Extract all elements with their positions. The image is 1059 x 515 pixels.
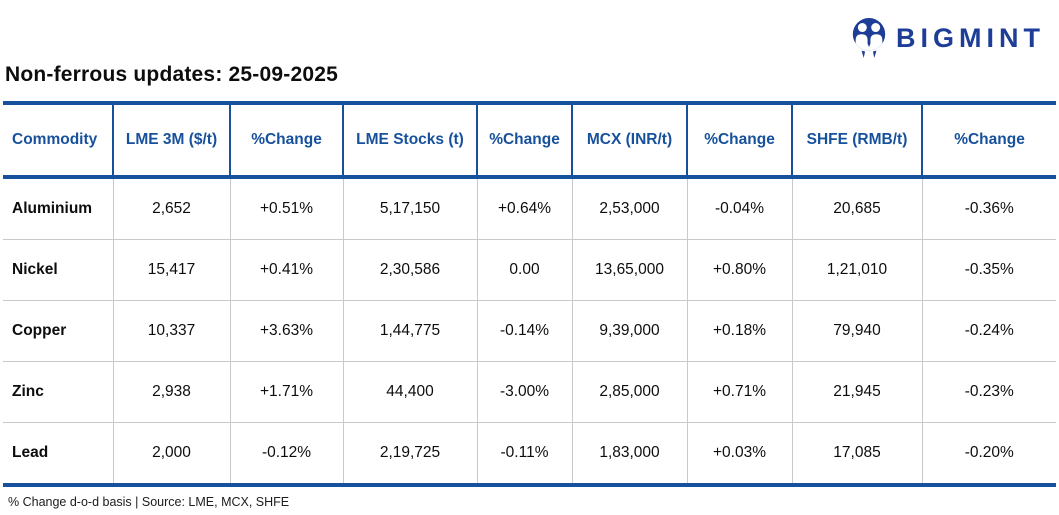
value-cell: -0.35% (921, 239, 1056, 301)
value-cell: -0.14% (476, 300, 572, 362)
value-cell: +1.71% (229, 361, 343, 423)
brand-logo: BIGMINT (849, 16, 1045, 60)
column-header: MCX (INR/t) (571, 103, 687, 179)
commodity-cell: Copper (3, 300, 113, 362)
table-header: Commodity LME 3M ($/t) %Change LME Stocks (… (3, 103, 1056, 179)
commodity-cell: Aluminium (12, 200, 93, 217)
value-cell: 15,417 (112, 239, 230, 301)
value-cell: -0.23% (921, 361, 1056, 423)
value-cell: +3.63% (229, 300, 343, 362)
value-cell: 2,53,000 (571, 177, 687, 240)
value-cell: +0.64% (476, 177, 572, 240)
table-row: Zinc 2,938 +1.71% 44,400 -3.00% 2,85,000 +0.71… (3, 361, 1056, 423)
column-header: SHFE (RMB/t) (791, 103, 922, 179)
source-footnote: % Change d-o-d basis | Source: LME, MCX,… (8, 495, 290, 509)
value-cell: 9,39,000 (571, 300, 687, 362)
value-cell: -0.12% (229, 422, 343, 485)
value-cell: 44,400 (342, 361, 477, 423)
column-header: %Change (921, 103, 1056, 179)
value-cell: +0.51% (229, 177, 343, 240)
value-cell: 1,44,775 (342, 300, 477, 362)
value-cell: 21,945 (791, 361, 922, 423)
table-row: Nickel 15,417 +0.41% 2,30,586 0.00 13,65,000 +… (3, 239, 1056, 301)
value-cell: 1,83,000 (571, 422, 687, 485)
value-cell: 10,337 (112, 300, 230, 362)
value-cell: 13,65,000 (571, 239, 687, 301)
value-cell: +0.18% (686, 300, 792, 362)
value-cell: 20,685 (791, 177, 922, 240)
value-cell: -0.36% (921, 177, 1056, 240)
value-cell: 17,085 (791, 422, 922, 485)
commodity-table: Commodity LME 3M ($/t) %Change LME Stocks (… (3, 101, 1056, 487)
value-cell: +0.41% (229, 239, 343, 301)
value-cell: 2,938 (112, 361, 230, 423)
column-header: LME 3M ($/t) (112, 103, 230, 179)
column-header-commodity: Commodity (3, 103, 113, 179)
value-cell: -0.11% (476, 422, 572, 485)
commodity-cell: Zinc (3, 361, 113, 423)
column-header: LME Stocks (t) (342, 103, 477, 179)
column-header: %Change (476, 103, 572, 179)
commodity-cell: Lead (3, 422, 113, 485)
value-cell: 5,17,150 (342, 177, 477, 240)
value-cell: 2,000 (112, 422, 230, 485)
table-body: Aluminium 2,652 +0.51% 5,17,150 +0.64% 2,53,0… (3, 177, 1056, 485)
column-header: %Change (229, 103, 343, 179)
table-row: Copper 10,337 +3.63% 1,44,775 -0.14% 9,39,000… (3, 300, 1056, 362)
value-cell: 2,85,000 (571, 361, 687, 423)
brand-name: BIGMINT (896, 22, 1045, 53)
value-cell: 1,21,010 (791, 239, 922, 301)
value-cell: 2,652 (112, 177, 230, 240)
value-cell: +0.71% (686, 361, 792, 423)
column-header: %Change (686, 103, 792, 179)
value-cell: 2,30,586 (342, 239, 477, 301)
value-cell: +0.80% (686, 239, 792, 301)
value-cell: -0.24% (921, 300, 1056, 362)
page-title: Non-ferrous updates: 25-09-2025 (5, 63, 338, 86)
table-row: Aluminium 2,652 +0.51% 5,17,150 +0.64% 2,53,0… (3, 177, 1056, 240)
value-cell: +0.03% (686, 422, 792, 485)
value-cell: 79,940 (791, 300, 922, 362)
bigmint-logo-icon (852, 18, 886, 58)
value-cell: -3.00% (476, 361, 572, 423)
value-cell: 2,19,725 (342, 422, 477, 485)
value-cell: -0.20% (921, 422, 1056, 485)
table-row: Lead 2,000 -0.12% 2,19,725 -0.11% 1,83,000 +0.… (3, 422, 1056, 485)
commodity-cell: Nickel (3, 239, 113, 301)
value-cell: -0.04% (686, 177, 792, 240)
value-cell: 0.00 (476, 239, 572, 301)
